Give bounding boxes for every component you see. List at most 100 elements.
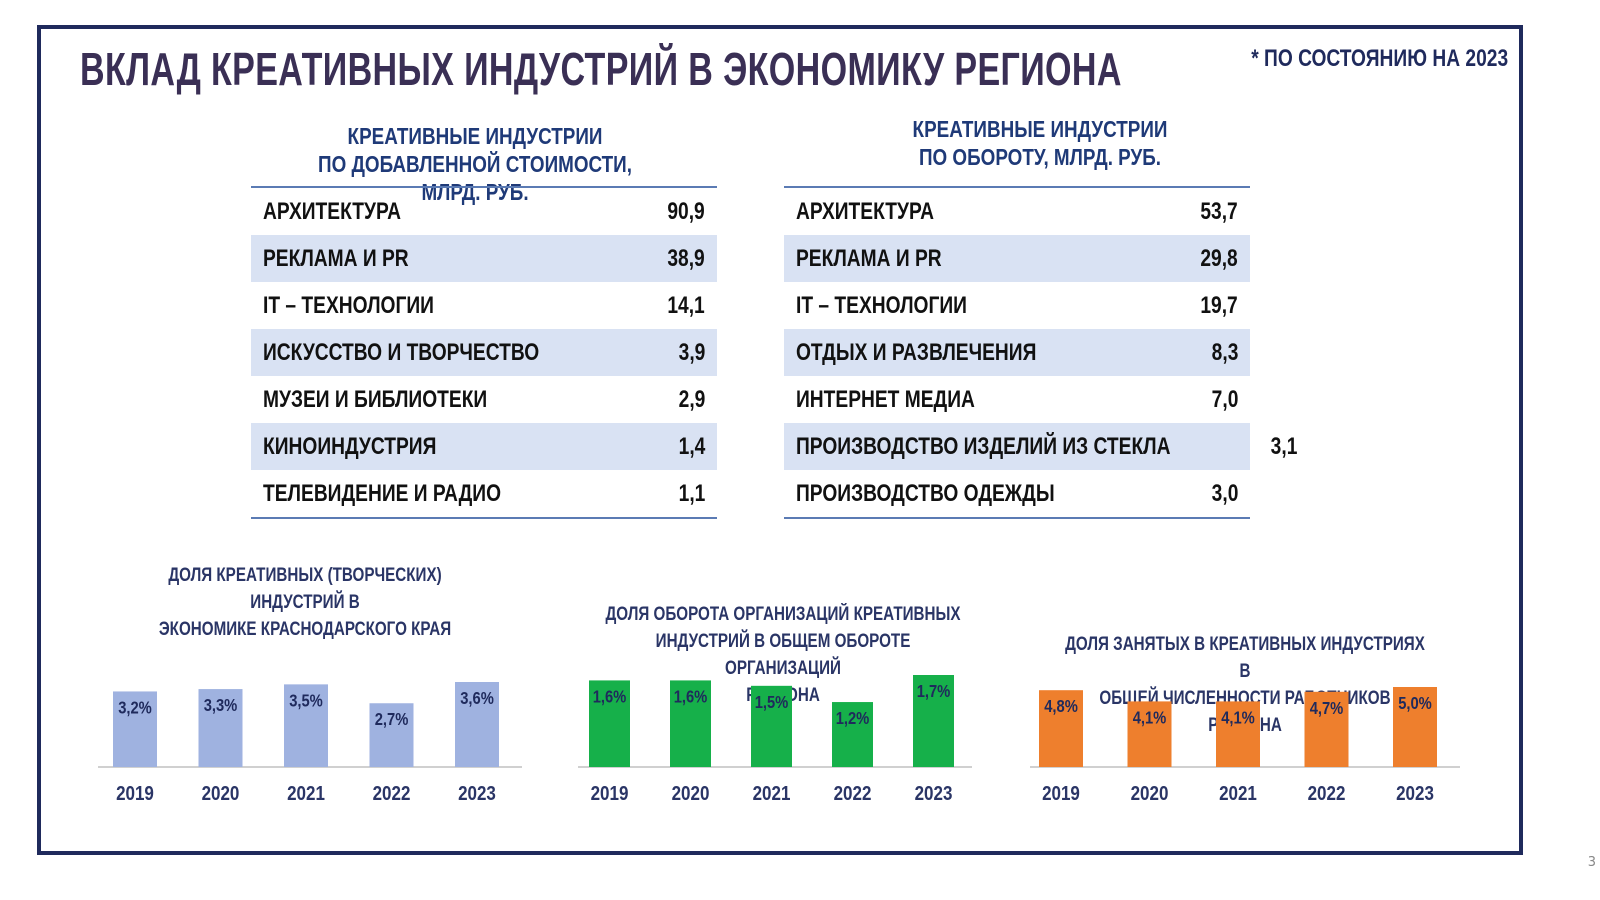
data-label: 3,5% — [289, 691, 323, 711]
chart-title-line: ИНДУСТРИЙ В ОБЩЕМ ОБОРОТЕ ОРГАНИЗАЦИЙ — [655, 631, 911, 679]
chart-title-line: ДОЛЯ ОБОРОТА ОРГАНИЗАЦИЙ КРЕАТИВНЫХ — [605, 604, 961, 625]
x-tick-label: 2023 — [458, 782, 496, 805]
row-value: 8,3 — [1211, 338, 1238, 366]
table-row: АРХИТЕКТУРА 53,7 — [784, 188, 1250, 235]
bar — [832, 702, 873, 767]
table-row: КИНОИНДУСТРИЯ 1,4 — [251, 423, 717, 470]
data-label: 1,6% — [593, 687, 627, 707]
data-label: 1,6% — [674, 687, 708, 707]
x-tick-label: 2019 — [1042, 782, 1080, 805]
x-tick-label: 2023 — [915, 782, 953, 805]
bar — [751, 685, 792, 767]
row-value: 19,7 — [1200, 291, 1238, 319]
chart-title-line: ДОЛЯ ЗАНЯТЫХ В КРЕАТИВНЫХ ИНДУСТРИЯХ В — [1065, 634, 1425, 682]
bar — [913, 675, 954, 767]
data-label: 4,1% — [1133, 708, 1167, 728]
row-label: КИНОИНДУСТРИЯ — [263, 432, 437, 460]
data-label: 5,0% — [1398, 694, 1432, 714]
row-value: 1,1 — [678, 479, 705, 507]
row-label: АРХИТЕКТУРА — [796, 197, 934, 225]
x-tick-label: 2022 — [373, 782, 411, 805]
row-value: 3,9 — [678, 338, 705, 366]
x-tick-label: 2022 — [834, 782, 872, 805]
table-row: РЕКЛАМА И PR 38,9 — [251, 235, 717, 282]
row-label: ИНТЕРНЕТ МЕДИА — [796, 385, 975, 413]
bar — [284, 684, 328, 767]
data-label: 4,8% — [1044, 697, 1078, 717]
row-label: АРХИТЕКТУРА — [263, 197, 401, 225]
row-label: РЕКЛАМА И PR — [796, 244, 942, 272]
bar — [369, 703, 414, 767]
x-tick-label: 2023 — [1396, 782, 1434, 805]
table-right-header: КРЕАТИВНЫЕ ИНДУСТРИИ ПО ОБОРОТУ, МЛРД. Р… — [851, 115, 1228, 171]
page-number: 3 — [1587, 855, 1596, 870]
row-value: 7,0 — [1211, 385, 1238, 413]
table-row: ПРОИЗВОДСТВО ИЗДЕЛИЙ ИЗ СТЕКЛА 3,1 — [784, 423, 1298, 470]
row-value: 2,9 — [678, 385, 705, 413]
row-label: ИСКУССТВО И ТВОРЧЕСТВО — [263, 338, 540, 366]
row-value: 53,7 — [1200, 197, 1238, 225]
row-value: 14,1 — [667, 291, 705, 319]
x-tick-label: 2022 — [1308, 782, 1346, 805]
bar — [589, 680, 630, 767]
x-tick-label: 2020 — [1131, 782, 1169, 805]
table-row: IT – ТЕХНОЛОГИИ 14,1 — [251, 282, 717, 329]
x-tick-label: 2021 — [1219, 782, 1257, 805]
data-label: 3,3% — [204, 696, 238, 716]
row-label: МУЗЕИ И БИБЛИОТЕКИ — [263, 385, 488, 413]
data-label: 3,2% — [118, 698, 152, 718]
x-tick-label: 2019 — [116, 782, 154, 805]
data-label: 1,7% — [917, 682, 951, 702]
table-right-header-line1: КРЕАТИВНЫЕ ИНДУСТРИИ — [912, 116, 1168, 142]
row-value: 1,4 — [678, 432, 705, 460]
row-label: ТЕЛЕВИДЕНИЕ И РАДИО — [263, 479, 502, 507]
bar — [113, 691, 157, 767]
x-tick-label: 2021 — [287, 782, 325, 805]
row-label: ОТДЫХ И РАЗВЛЕЧЕНИЯ — [796, 338, 1037, 366]
x-tick-label: 2020 — [672, 782, 710, 805]
data-label: 4,7% — [1310, 698, 1344, 718]
table-row: РЕКЛАМА И PR 29,8 — [784, 235, 1250, 282]
page-title: ВКЛАД КРЕАТИВНЫХ ИНДУСТРИЙ В ЭКОНОМИКУ Р… — [80, 43, 1122, 95]
chart-title-line: ДОЛЯ КРЕАТИВНЫХ (ТВОРЧЕСКИХ) ИНДУСТРИЙ В — [168, 565, 442, 613]
table-right: АРХИТЕКТУРА 53,7 РЕКЛАМА И PR 29,8 IT – ТЕХН… — [784, 186, 1298, 519]
chart-title-2: ДОЛЯ ОБОРОТА ОРГАНИЗАЦИЙ КРЕАТИВНЫХ ИНДУС… — [603, 601, 963, 709]
table-row: МУЗЕИ И БИБЛИОТЕКИ 2,9 — [251, 376, 717, 423]
table-left-header-line1: КРЕАТИВНЫЕ ИНДУСТРИИ — [347, 123, 603, 149]
bar — [1304, 691, 1349, 767]
row-value: 90,9 — [667, 197, 705, 225]
data-label: 4,1% — [1221, 708, 1255, 728]
bar — [1127, 701, 1172, 767]
x-tick-label: 2020 — [202, 782, 240, 805]
table-left: АРХИТЕКТУРА 90,9 РЕКЛАМА И PR 38,9 IT – ТЕХН… — [251, 186, 717, 519]
table-row: ПРОИЗВОДСТВО ОДЕЖДЫ 3,0 — [784, 470, 1250, 517]
bar — [455, 682, 499, 767]
table-left-header-line2: ПО ДОБАВЛЕННОЙ СТОИМОСТИ, МЛРД. РУБ. — [318, 151, 632, 205]
data-label: 3,6% — [460, 689, 494, 709]
bar — [1393, 687, 1437, 767]
chart-title-1: ДОЛЯ КРЕАТИВНЫХ (ТВОРЧЕСКИХ) ИНДУСТРИЙ В… — [125, 562, 485, 643]
row-label: IT – ТЕХНОЛОГИИ — [263, 291, 434, 319]
table-right-header-line2: ПО ОБОРОТУ, МЛРД. РУБ. — [918, 144, 1162, 170]
row-value: 29,8 — [1200, 244, 1238, 272]
chart-title-line: ЭКОНОМИКЕ КРАСНОДАРСКОГО КРАЯ — [158, 619, 452, 640]
row-label: ПРОИЗВОДСТВО ИЗДЕЛИЙ ИЗ СТЕКЛА — [796, 432, 1171, 460]
bar — [670, 680, 711, 767]
date-note: * ПО СОСТОЯНИЮ НА 2023 — [1251, 45, 1508, 72]
row-value: 38,9 — [667, 244, 705, 272]
table-row: АРХИТЕКТУРА 90,9 — [251, 188, 717, 235]
table-row: ИНТЕРНЕТ МЕДИА 7,0 — [784, 376, 1250, 423]
row-label: РЕКЛАМА И PR — [263, 244, 409, 272]
data-label: 1,2% — [836, 709, 870, 729]
slide-frame — [37, 25, 1523, 855]
bar — [198, 689, 243, 767]
table-row: IT – ТЕХНОЛОГИИ 19,7 — [784, 282, 1250, 329]
x-tick-label: 2021 — [753, 782, 791, 805]
table-row: ОТДЫХ И РАЗВЛЕЧЕНИЯ 8,3 — [784, 329, 1250, 376]
bar — [1216, 701, 1260, 767]
x-tick-label: 2019 — [591, 782, 629, 805]
bar — [1039, 690, 1083, 767]
row-label: IT – ТЕХНОЛОГИИ — [796, 291, 967, 319]
row-label: ПРОИЗВОДСТВО ОДЕЖДЫ — [796, 479, 1055, 507]
